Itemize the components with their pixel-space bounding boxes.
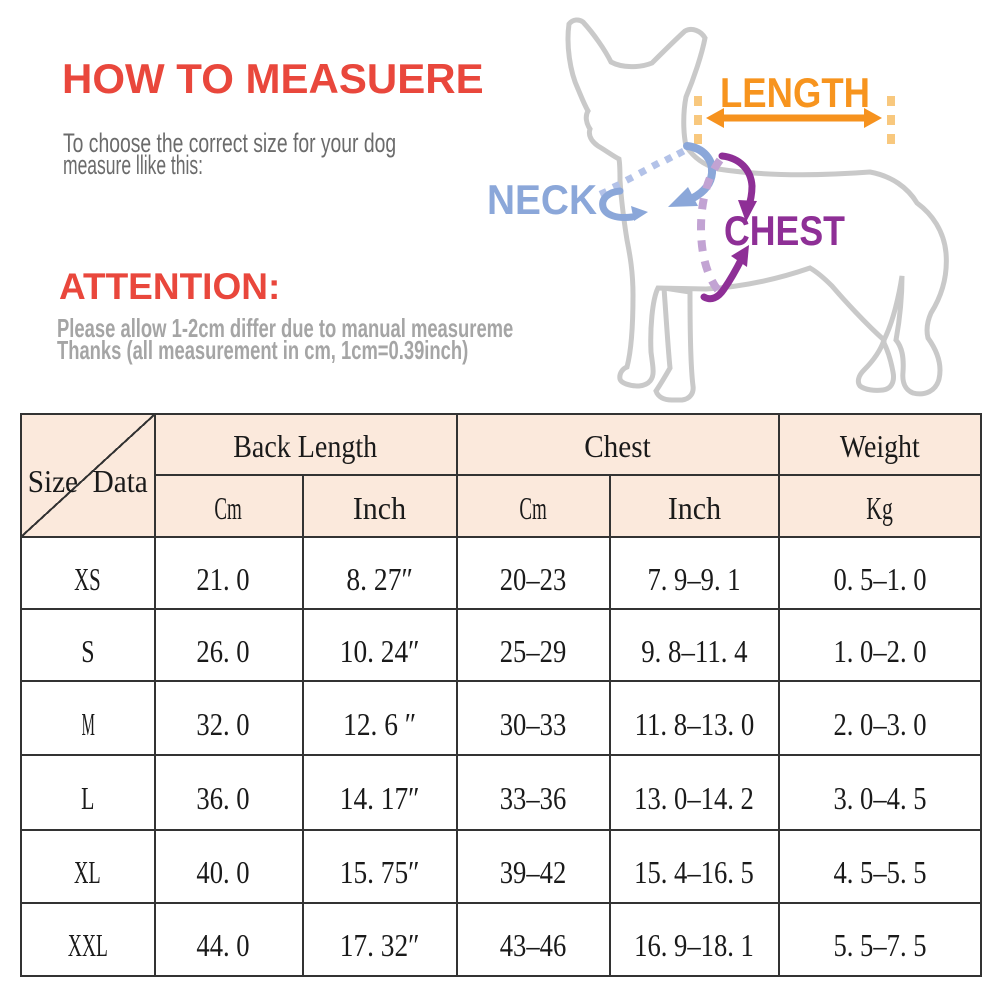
svg-text:LENGTH: LENGTH bbox=[720, 69, 870, 116]
svg-text:NECK: NECK bbox=[487, 176, 597, 223]
svg-text:CHEST: CHEST bbox=[724, 207, 845, 254]
